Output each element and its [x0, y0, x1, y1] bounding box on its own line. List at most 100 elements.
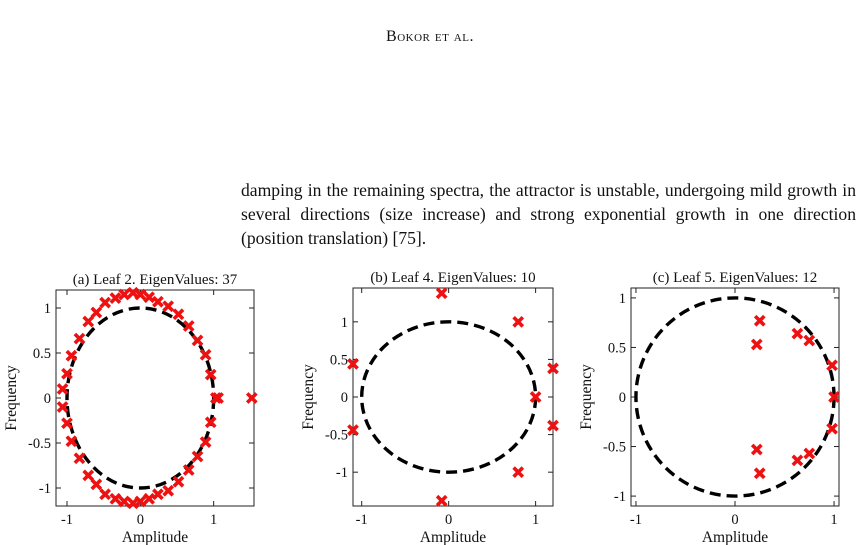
marker-stroke — [162, 300, 175, 313]
y-tick-label: -0.5 — [603, 440, 626, 456]
running-head: Bokor et al. — [386, 28, 474, 45]
marker-stroke — [347, 358, 359, 370]
panel-title: (a) Leaf 2. EigenValues: 37 — [73, 272, 238, 288]
plot-frame — [630, 287, 840, 507]
marker-stroke — [143, 492, 156, 505]
marker-stroke — [512, 315, 525, 328]
marker-stroke — [199, 348, 212, 361]
eigenvalue-marker — [172, 308, 185, 321]
marker-stroke — [529, 391, 542, 403]
marker-stroke — [182, 320, 195, 332]
eigenvalue-marker — [182, 464, 195, 476]
eigenvalue-marker — [172, 475, 185, 488]
marker-stroke — [803, 334, 816, 347]
x-axis-label: Amplitude — [420, 529, 486, 545]
eigenvalue-marker — [152, 488, 164, 501]
unit-circle — [65, 306, 216, 490]
marker-stroke — [172, 308, 185, 321]
marker-stroke — [152, 295, 164, 308]
marker-stroke — [90, 478, 103, 491]
marker-stroke — [828, 391, 840, 403]
marker-stroke — [753, 467, 766, 480]
eigenvalue-marker — [56, 383, 69, 395]
eigenvalue-marker — [143, 291, 156, 304]
y-tick-label: 1 — [619, 291, 626, 307]
y-tick-label: -1 — [39, 481, 51, 497]
eigenvalue-marker — [826, 422, 838, 435]
marker-stroke — [118, 288, 131, 301]
eigenvalue-marker — [199, 436, 212, 448]
eigenvalue-marker — [90, 478, 103, 491]
marker-stroke — [99, 296, 112, 309]
eigenvalue-marker — [347, 424, 359, 436]
y-tick-label: 1 — [341, 315, 348, 331]
x-tick-label: 1 — [532, 512, 539, 528]
eigenvalue-marker — [90, 306, 103, 319]
marker-stroke — [56, 401, 69, 413]
marker-stroke — [143, 291, 156, 304]
eigenvalue-marker — [750, 443, 763, 456]
unit-circle — [634, 296, 836, 498]
marker-stroke — [162, 484, 175, 497]
y-tick-label: 1 — [44, 301, 51, 317]
eigenvalue-marker — [118, 495, 131, 508]
marker-stroke — [547, 419, 559, 432]
marker-stroke — [753, 314, 766, 327]
eigenvalue-marker — [134, 495, 147, 508]
eigenvalue-marker — [65, 435, 78, 448]
y-tick-label: -0.5 — [28, 436, 51, 452]
y-axis-label: Frequency — [3, 365, 20, 431]
panel-title: (b) Leaf 4. EigenValues: 10 — [370, 270, 535, 286]
eigenvalue-marker — [61, 417, 73, 430]
marker-stroke — [127, 497, 139, 510]
marker-stroke — [826, 422, 838, 435]
scatter-plot-c: (c) Leaf 5. EigenValues: 12 -1 0 1 -1 -0.5 0 0.… — [578, 270, 840, 545]
eigenvalue-marker — [512, 466, 525, 479]
marker-stroke — [547, 362, 559, 375]
eigenvalue-marker — [828, 391, 840, 403]
eigenvalue-marker — [99, 488, 112, 501]
body-paragraph: damping in the remaining spectra, the at… — [241, 179, 856, 248]
x-tick-label: 0 — [137, 512, 144, 528]
marker-stroke — [435, 494, 448, 507]
marker-stroke — [750, 338, 763, 351]
marker-stroke — [791, 327, 804, 340]
x-axis-label: Amplitude — [702, 529, 768, 545]
marker-stroke — [191, 450, 204, 463]
x-tick-label: 1 — [210, 512, 217, 528]
marker-stroke — [61, 417, 73, 430]
eigenvalue-marker — [547, 362, 559, 375]
panel-title: (c) Leaf 5. EigenValues: 12 — [653, 270, 818, 286]
eigenvalue-marker — [750, 338, 763, 351]
unit-circle — [359, 320, 538, 474]
eigenvalue-marker — [204, 416, 217, 429]
eigenvalue-marker — [118, 288, 131, 301]
eigenvalue-marker — [435, 287, 448, 300]
marker-stroke — [134, 495, 147, 508]
eigenvalue-marker — [435, 494, 448, 507]
x-tick-label: 0 — [731, 512, 738, 528]
marker-stroke — [182, 464, 195, 476]
marker-stroke — [172, 475, 185, 488]
y-axis-label: Frequency — [300, 364, 317, 430]
figure-panel-a: (a) Leaf 2. EigenValues: 37 -1 0 1 -1 -0.5 0 0.… — [3, 268, 274, 545]
eigenvalue-marker — [99, 296, 112, 309]
x-tick-label: -1 — [61, 512, 73, 528]
y-tick-label: 0 — [341, 390, 348, 406]
eigenvalue-marker — [753, 467, 766, 480]
eigenvalue-marker — [162, 484, 175, 497]
eigenvalue-marker — [803, 447, 816, 460]
marker-stroke — [204, 368, 217, 381]
eigenvalue-marker — [134, 288, 147, 301]
eigenvalue-marker — [109, 292, 122, 304]
eigenvalue-marker — [143, 492, 156, 505]
scatter-plot-b: (b) Leaf 4. EigenValues: 10 -1 0 1 -1 -0.5 0 0.… — [300, 270, 559, 545]
y-tick-label: -1 — [336, 465, 348, 481]
marker-stroke — [826, 359, 838, 372]
figure-panel-c: (c) Leaf 5. EigenValues: 12 -1 0 1 -1 -0.5 0 0.… — [578, 268, 855, 545]
marker-stroke — [82, 469, 95, 482]
eigenvalue-marker — [245, 392, 258, 404]
marker-stroke — [56, 383, 69, 395]
y-tick-label: 0.5 — [33, 346, 51, 362]
marker-stroke — [791, 454, 804, 467]
